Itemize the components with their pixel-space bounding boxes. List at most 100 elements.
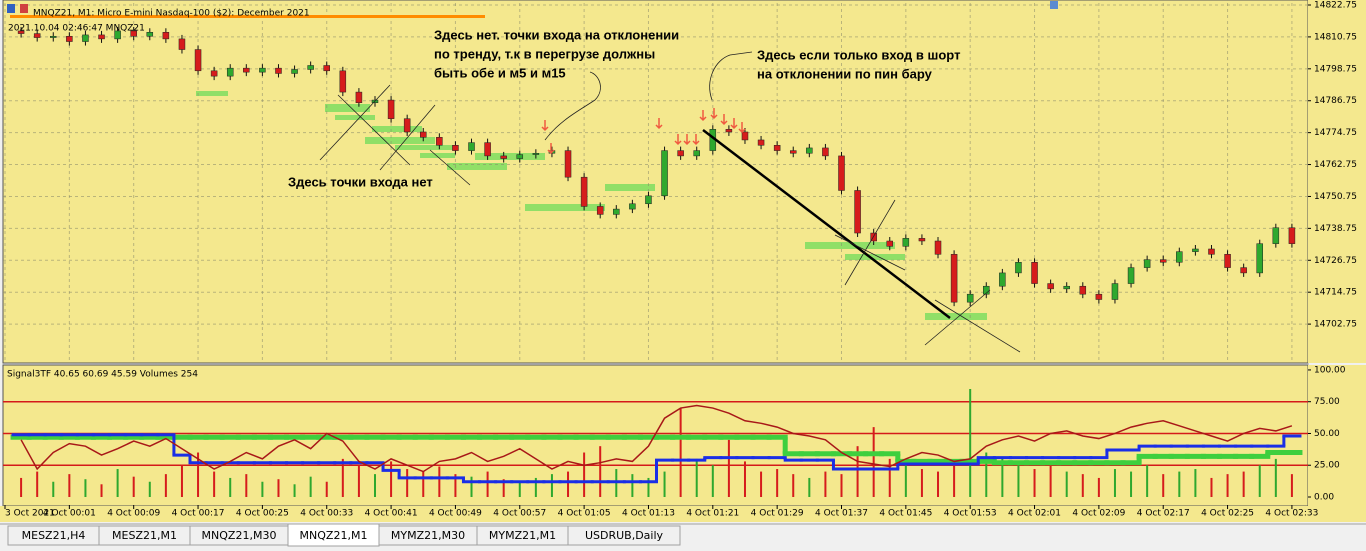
candle-body [50, 35, 57, 38]
price-pane [2, 0, 1309, 364]
support-zones [196, 91, 987, 320]
tab-label[interactable]: MESZ21,M1 [112, 529, 177, 542]
candle-body [516, 154, 524, 159]
y-tick-label: 14774.75 [1314, 128, 1357, 138]
tab-label[interactable]: MYMZ21,M1 [489, 529, 556, 542]
volume-bar [760, 471, 763, 497]
candle-body [1063, 285, 1070, 290]
candle-body [1015, 262, 1022, 274]
x-tick-label: 4 Oct 00:09 [107, 509, 160, 519]
chart-subtitle: 2021.10.04 02:46:47 MNQZ21 [8, 24, 145, 34]
zone [420, 153, 455, 158]
y-tick-label: 14714.75 [1314, 288, 1357, 298]
annotation: Здесь точки входа нет [288, 174, 433, 189]
candle-body [677, 150, 684, 157]
candle-body [645, 195, 652, 205]
volume-bar [20, 477, 23, 497]
volume-bar [792, 474, 795, 497]
candle-body [564, 150, 572, 178]
candle-body [436, 137, 443, 146]
candle-body [902, 238, 910, 247]
icon [1050, 1, 1058, 9]
volume-bar [1146, 465, 1149, 497]
candle-body [999, 272, 1006, 287]
arrow [541, 120, 549, 132]
tab-label[interactable]: MNQZ21,M30 [202, 529, 277, 542]
arrow [547, 143, 555, 155]
volume-bar [36, 471, 39, 497]
candle-body [1047, 283, 1054, 290]
tab[interactable]: MESZ21,H4 [7, 525, 100, 546]
volume-bar [567, 471, 570, 497]
volume-bar [406, 469, 409, 497]
volume-bar [341, 458, 344, 497]
zone [845, 254, 905, 260]
zone [447, 163, 507, 170]
tab[interactable]: MYMZ21,M1 [476, 525, 569, 546]
candle-body [741, 131, 749, 141]
arrow [730, 118, 738, 130]
title-underline [10, 15, 485, 18]
x-tick-label: 4 Oct 02:25 [1201, 509, 1254, 519]
tab[interactable]: MNQZ21,M1 [287, 523, 380, 547]
volume-bar [1049, 461, 1052, 497]
annotation: на отклонении по пин бару [757, 66, 933, 81]
tab-label[interactable]: MESZ21,H4 [22, 529, 86, 542]
volume-bar [1097, 477, 1100, 497]
candle-body [194, 49, 202, 72]
candle-body [1143, 259, 1151, 268]
volume-bar [1258, 465, 1261, 497]
x-tick-label: 4 Oct 00:33 [300, 509, 353, 519]
indicator-title: Signal3TF 40.65 60.69 45.59 Volumes 254 [7, 370, 198, 380]
candle-body [226, 67, 234, 77]
candle-body [114, 30, 121, 40]
tab-background[interactable] [567, 525, 681, 546]
candle-body [355, 91, 363, 103]
x-tick-label: 4 Oct 02:17 [1137, 509, 1190, 519]
tab-label[interactable]: USDRUB,Daily [585, 529, 664, 542]
arrow [738, 122, 746, 134]
volume-bar [679, 408, 682, 497]
candle-body [1208, 248, 1215, 255]
tab[interactable]: MNQZ21,M30 [189, 525, 289, 546]
annotation: Здесь если только вход в шорт [757, 47, 960, 62]
tab-label[interactable]: MYMZ21,M30 [391, 529, 465, 542]
candle-body [130, 30, 137, 37]
candle-body [966, 293, 974, 303]
volume-bar [1001, 458, 1004, 497]
volume-bar [116, 469, 119, 497]
candle-body [773, 145, 781, 151]
volume-bar [534, 477, 537, 497]
y-tick-label: 75.00 [1314, 397, 1340, 407]
volume-bar [454, 474, 457, 497]
candle-body [243, 67, 250, 73]
volume-bar [1290, 474, 1293, 497]
arrow [674, 134, 682, 146]
volume-bar [776, 469, 779, 497]
hand-line [844, 199, 896, 286]
tab-label[interactable]: MNQZ21,M1 [300, 529, 368, 542]
tab[interactable]: MYMZ21,M30 [378, 525, 478, 546]
hand-line [924, 289, 991, 346]
tab[interactable]: MESZ21,M1 [98, 525, 191, 546]
candle-body [323, 65, 330, 72]
volume-bar [599, 446, 602, 497]
candle-body [822, 147, 829, 157]
x-tick-label: 4 Oct 02:01 [1008, 509, 1061, 519]
x-tick-label: 4 Oct 00:01 [43, 509, 96, 519]
x-tick-label: 4 Oct 01:21 [686, 509, 739, 519]
candle-body [259, 67, 266, 73]
volume-bar [647, 477, 650, 497]
x-tick-label: 4 Oct 02:33 [1265, 509, 1318, 519]
volume-bar [1194, 469, 1197, 497]
volume-bar [68, 474, 71, 497]
volume-bar [164, 474, 167, 497]
trend-line [702, 129, 951, 319]
y-tick-label: 14750.75 [1314, 192, 1357, 202]
tab[interactable]: USDRUB,Daily [567, 525, 681, 546]
candle-body [1031, 262, 1038, 284]
volume-bar [325, 481, 328, 497]
volume-bar [261, 481, 264, 497]
zone [372, 126, 422, 132]
